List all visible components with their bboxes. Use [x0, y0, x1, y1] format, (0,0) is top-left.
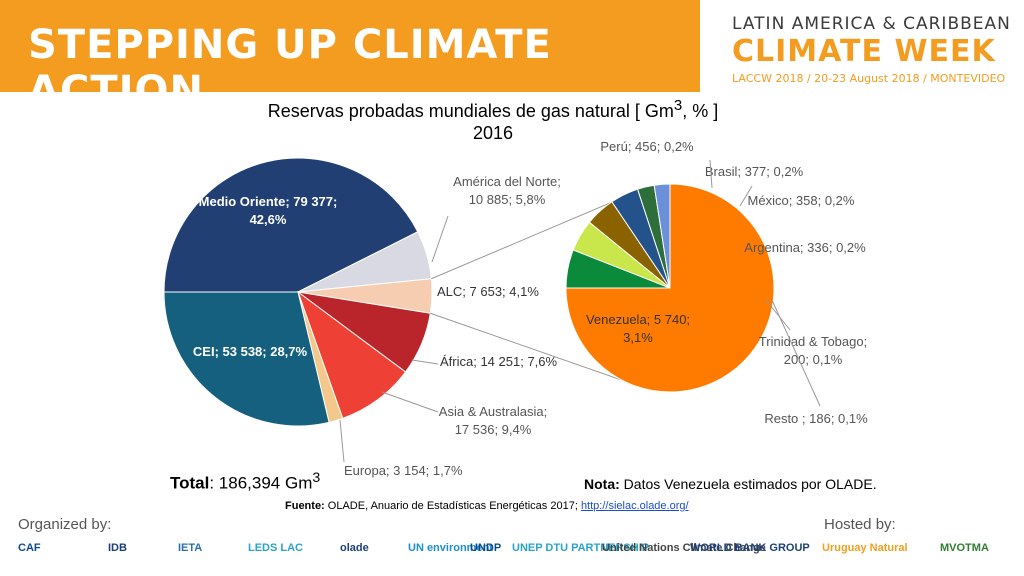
lac-pie-slice-resto [653, 183, 671, 289]
total-label-bold: Total [170, 473, 210, 493]
total-unit-sup: 3 [312, 470, 321, 486]
lac-label-resto: Resto ; 186; 0,1% [764, 411, 868, 426]
chart-title-text: Reservas probadas mundiales de gas natur… [267, 97, 719, 121]
organized-by-label: Organized by: [18, 516, 112, 533]
event-details: LACCW 2018 / 20-23 August 2018 / MONTEVI… [732, 72, 1006, 85]
source-label: Fuente: [285, 500, 325, 512]
source-text: OLADE, Anuario de Estadísticas Energétic… [324, 500, 581, 512]
logo-united-nations-climate-change: United Nations Climate Change [602, 542, 766, 554]
logo-mvotma: MVOTMA [940, 542, 989, 554]
total-label: Total: 186,394 Gm3 [170, 470, 320, 494]
lac-label-trinidad-tobago: Trinidad & Tobago; 200; 0,1% [759, 334, 867, 367]
logo-ieta: IETA [178, 542, 203, 554]
logo-un-environment: UN environment [408, 542, 493, 554]
world-label-alc: ALC; 7 653; 4,1% [437, 284, 539, 299]
logo-idb: IDB [108, 542, 127, 554]
leader-europa [339, 419, 345, 463]
source: Fuente: OLADE, Anuario de Estadísticas E… [285, 500, 689, 512]
world-pie-slice-cei [163, 291, 330, 427]
event-name-line2: CLIMATE WEEK [732, 34, 996, 69]
chart-subtitle: 2016 [472, 123, 514, 143]
logo-world-bank-group: WORLD BANK GROUP [690, 542, 810, 554]
note-text: Datos Venezuela estimados por OLADE. [619, 476, 877, 492]
leader-brasil [739, 185, 753, 207]
leader-africa [411, 359, 439, 365]
lac-label-peru: Perú; 456; 0,2% [600, 139, 694, 154]
chart-title: Reservas probadas mundiales de gas natur… [258, 95, 728, 144]
world-label-asia-australasia: Asia & Australasia; 17 536; 9,4% [439, 404, 547, 437]
logo-undp: UNDP [470, 542, 502, 554]
logo-unep-dtu-partnership: UNEP DTU PARTNERSHIP [512, 542, 650, 554]
world-label-medio-oriente: Medio Oriente; 79 377; 42,6% [199, 194, 338, 227]
leader-asia [381, 391, 439, 413]
lac-pie-slice-venezuela [565, 183, 775, 393]
logo-leds-lac: LEDS LAC [248, 542, 303, 554]
note: Nota: Datos Venezuela estimados por OLAD… [584, 476, 877, 492]
header-banner: STEPPING UP CLIMATE ACTION [0, 0, 700, 114]
lac-label-venezuela: Venezuela; 5 740; 3,1% [586, 312, 690, 345]
lac-label-brasil: Brasil; 377; 0,2% [705, 164, 804, 179]
hosted-by-label: Hosted by: [824, 516, 896, 533]
leader-peru [709, 159, 713, 189]
logo-caf: CAF [18, 542, 41, 554]
banner-title: STEPPING UP CLIMATE ACTION [28, 22, 552, 114]
connector-line-bottom [430, 312, 651, 391]
lac-label-argentina: Argentina; 336; 0,2% [744, 240, 866, 255]
lac-label-mexico: México; 358; 0,2% [748, 193, 855, 208]
event-name-line1: LATIN AMERICA & CARIBBEAN [732, 14, 1011, 34]
leader-trinidad [765, 299, 791, 331]
total-value: : 186,394 Gm [209, 473, 313, 493]
world-pie-slice-asia-australasia [296, 290, 407, 419]
leader-america-del-norte [431, 215, 449, 263]
world-label-cei: CEI; 53 538; 28,7% [193, 344, 308, 359]
title-superscript: 3 [673, 97, 683, 114]
logo-uruguay-natural: Uruguay Natural [822, 542, 908, 554]
world-label-europa: Europa; 3 154; 1,7% [344, 463, 463, 478]
note-label: Nota: [584, 476, 620, 492]
world-pie-slice-medio-oriente [163, 157, 419, 293]
leader-resto [771, 299, 821, 407]
source-link[interactable]: http://sielac.olade.org/ [580, 500, 689, 512]
world-label-america-del-norte: América del Norte; 10 885; 5,8% [453, 174, 561, 207]
logo-olade: olade [340, 542, 369, 554]
world-label-africa: África; 14 251; 7,6% [440, 354, 558, 369]
